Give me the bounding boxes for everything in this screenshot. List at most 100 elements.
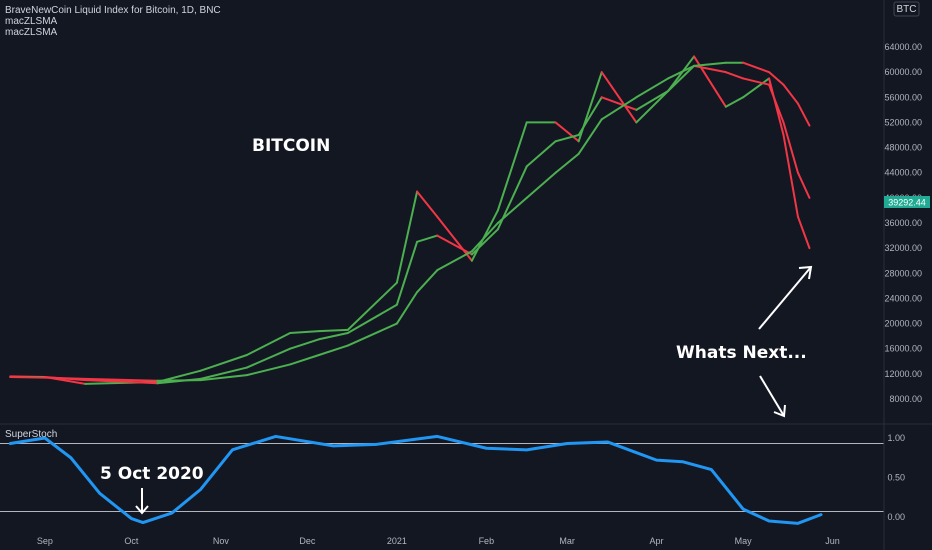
x-tick-label: Oct [124,536,139,546]
arrow-down-right-icon [759,375,786,418]
arrow-up-right-icon [758,265,813,330]
price-series-segment [43,376,87,380]
x-tick-label: Nov [213,536,230,546]
y-tick-label: 60000.00 [884,67,922,77]
price-series-segment [554,134,580,143]
stoch-lines [0,434,884,525]
price-series-segment [782,121,799,174]
price-tag: 39292.44 [884,196,930,208]
date-annotation: 5 Oct 2020 [100,464,204,484]
price-series-segment [317,332,349,341]
price-series-segment [667,64,696,92]
price-series-segment [289,338,320,350]
svg-text:BTC: BTC [897,4,917,15]
price-series-segment [416,234,439,243]
price-series-segment [667,55,696,92]
price-series-segment [130,379,159,382]
price-series-segment [84,381,133,385]
stoch-pane-title: SuperStoch [5,429,57,440]
x-tick-label: May [735,536,753,546]
price-series-segment [667,64,696,80]
price-series-segment [317,328,349,333]
y-tick-label: 36000.00 [884,218,922,228]
x-tick-label: Apr [650,536,664,546]
whats-next-annotation: Whats Next... [676,343,807,363]
price-series-segment [317,344,349,356]
y-tick-label: 24000.00 [884,293,922,303]
price-series-segment [554,152,580,174]
arrow-down-icon [135,488,149,515]
price-series-segment [416,190,439,218]
chart-title: BraveNewCoin Liquid Index for Bitcoin, 1… [5,5,221,16]
currency-badge[interactable]: BTC [893,1,920,17]
y-tick-label: 12000.00 [884,369,922,379]
price-series-segment [346,303,398,334]
price-series-segment [635,90,670,124]
price-series-segment [395,240,419,306]
price-series-segment [796,102,811,127]
price-series-segment [199,366,248,380]
svg-text:39292.44: 39292.44 [888,198,926,208]
bitcoin-annotation: BITCOIN [252,136,330,156]
y-tick-label: 8000.00 [889,394,922,404]
price-series-segment [577,118,603,155]
price-series-segment [199,374,248,382]
price-series-segment [156,379,202,382]
y-tick-label: 52000.00 [884,117,922,127]
stoch-y-tick-label: 0.00 [887,512,905,522]
price-series-segment [600,96,638,111]
stoch-y-tick-label: 0.50 [887,473,905,483]
y-tick-label: 32000.00 [884,243,922,253]
price-series-segment [635,77,670,99]
price-series-segment [768,77,785,136]
price-series-segment [496,196,528,224]
price-series-segment [395,291,419,325]
y-tick-label: 20000.00 [884,319,922,329]
indicator-label-1: macZLSMA [5,16,58,27]
price-series-segment [796,171,811,199]
price-series-segment [436,234,473,256]
price-series-segment [84,379,133,384]
price-lines [9,55,811,385]
price-series-segment [416,269,439,294]
price-series-segment [577,96,603,136]
x-tick-label: Jun [825,536,840,546]
price-series-segment [245,332,292,356]
price-series-segment [724,71,745,80]
y-tick-label: 28000.00 [884,268,922,278]
price-series-segment [436,250,473,272]
price-series-segment [742,77,771,99]
price-series-segment [742,61,771,74]
price-series-segment [289,354,320,366]
price-series-segment [496,121,528,212]
price-series-segment [130,381,159,385]
price-series-segment [525,171,557,199]
price-series-segment [199,354,248,372]
price-series-segment [9,376,46,379]
price-series-segment [245,347,292,369]
x-tick-label: Mar [559,536,575,546]
y-tick-label: 48000.00 [884,143,922,153]
price-series-segment [782,83,799,105]
x-tick-label: Feb [479,536,495,546]
price-series-segment [470,209,499,262]
price-series-segment [525,140,557,168]
price-series-segment [600,96,638,121]
x-tick-label: 2021 [387,536,407,546]
price-series-segment [470,222,499,253]
price-series-segment [724,96,745,108]
y-tick-label: 64000.00 [884,42,922,52]
y-tick-label: 44000.00 [884,168,922,178]
price-series-segment [84,377,133,382]
price-series-segment [635,90,670,111]
price-series-segment [346,322,398,347]
price-series-segment [346,281,398,331]
y-tick-label: 16000.00 [884,344,922,354]
x-tick-label: Dec [299,536,316,546]
price-series-segment [245,363,292,377]
price-series-segment [782,134,799,218]
price-series-segment [395,190,419,284]
price-series-segment [554,121,580,143]
price-series-segment [768,83,785,124]
